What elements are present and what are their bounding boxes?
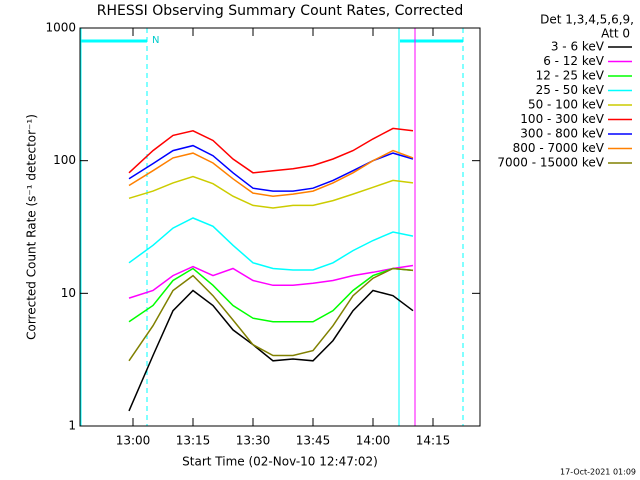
legend-label: 50 - 100 keV bbox=[528, 98, 605, 112]
x-tick-label: 13:45 bbox=[296, 434, 331, 448]
legend-label: 6 - 12 keV bbox=[543, 54, 605, 68]
y-tick-label: 1 bbox=[68, 419, 76, 433]
footer: 17-Oct-2021 01:09 bbox=[560, 468, 636, 477]
x-tick-label: 14:15 bbox=[416, 434, 451, 448]
x-axis-label: Start Time (02-Nov-10 12:47:02) bbox=[182, 455, 378, 469]
legend-label: 300 - 800 keV bbox=[520, 127, 604, 141]
x-tick-label: 14:00 bbox=[356, 434, 391, 448]
y-tick-label: 10 bbox=[61, 286, 76, 300]
legend-header: Det 1,3,4,5,6,9, bbox=[540, 13, 634, 27]
x-tick-label: 13:15 bbox=[176, 434, 211, 448]
series-line bbox=[128, 289, 414, 412]
plot-area bbox=[128, 127, 414, 412]
markers bbox=[80, 28, 464, 426]
plot-frame bbox=[79, 27, 481, 427]
legend-label: 3 - 6 keV bbox=[551, 40, 605, 54]
y-tick-label: 1000 bbox=[45, 21, 76, 35]
series-line bbox=[128, 149, 414, 197]
annotation: N bbox=[152, 35, 159, 46]
series-line bbox=[128, 127, 414, 174]
legend-label: 12 - 25 keV bbox=[536, 69, 605, 83]
series-line bbox=[128, 175, 414, 209]
legend-label: 25 - 50 keV bbox=[536, 83, 605, 97]
x-tick-label: 13:00 bbox=[116, 434, 151, 448]
series-line bbox=[128, 267, 414, 362]
legend-label: 800 - 7000 keV bbox=[513, 141, 605, 155]
legend-header: Att 0 bbox=[601, 27, 630, 41]
y-tick-label: 100 bbox=[53, 153, 76, 167]
y-axis-label: Corrected Count Rate (s⁻¹ detector⁻¹) bbox=[25, 114, 39, 340]
series-line bbox=[128, 267, 414, 323]
series-line bbox=[128, 264, 414, 299]
series-line bbox=[128, 217, 414, 271]
chart-title: RHESSI Observing Summary Count Rates, Co… bbox=[97, 3, 463, 19]
legend-label: 7000 - 15000 keV bbox=[497, 156, 604, 170]
x-tick-label: 13:30 bbox=[236, 434, 271, 448]
legend-label: 100 - 300 keV bbox=[520, 112, 604, 126]
